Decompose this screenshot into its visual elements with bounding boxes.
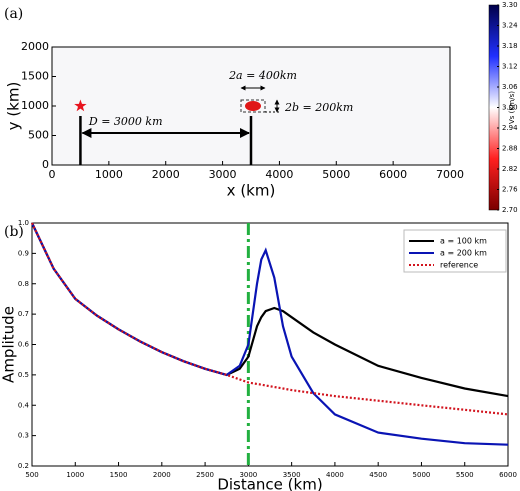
colorbar-tick-label: 3.12	[502, 63, 518, 71]
annotation: 2a = 400km	[228, 69, 297, 82]
y-tick-label: 1000	[21, 99, 49, 112]
y-tick-label: 0.2	[18, 462, 29, 470]
y-tick-label: 500	[28, 129, 49, 142]
colorbar-tick-label: 3.18	[502, 42, 518, 50]
y-tick-label: 0.6	[18, 341, 30, 349]
annotation: D = 3000 km	[88, 115, 163, 128]
x-tick-label: 2500	[196, 471, 214, 479]
colorbar-tick-label: 3.06	[502, 83, 518, 91]
x-tick-label: 6000	[499, 471, 517, 479]
series-line	[31, 222, 509, 416]
legend-label: a = 200 km	[440, 249, 487, 258]
y-tick-label: 0.5	[18, 371, 29, 379]
y-tick-label: 0.9	[18, 249, 29, 257]
y-tick-label: 2000	[21, 40, 49, 53]
colorbar-tick-label: 2.88	[502, 145, 518, 153]
colorbar-tick-label: 2.82	[502, 165, 518, 173]
x-tick-label: 1000	[95, 168, 123, 181]
x-tick-label: 4500	[369, 471, 387, 479]
x-tick-label: 3000	[239, 471, 257, 479]
y-tick-label: 0.7	[18, 310, 29, 318]
x-tick-label: 3000	[209, 168, 237, 181]
colorbar-tick-label: 3.24	[502, 22, 518, 30]
y-axis-label: Amplitude	[0, 306, 18, 383]
x-tick-label: 1500	[110, 471, 128, 479]
x-tick-label: 6000	[379, 168, 407, 181]
x-tick-label: 5000	[322, 168, 350, 181]
source-star	[74, 99, 87, 112]
legend-label: a = 100 km	[440, 237, 487, 246]
x-tick-label: 7000	[436, 168, 464, 181]
x-tick-label: 0	[49, 168, 56, 181]
panel-label: (a)	[4, 6, 23, 22]
x-tick-label: 4000	[265, 168, 293, 181]
anomaly-box	[240, 99, 266, 113]
x-tick-label: 3500	[283, 471, 301, 479]
x-tick-label: 5500	[456, 471, 474, 479]
colorbar-tick-label: 2.76	[502, 186, 518, 194]
y-tick-label: 0	[42, 158, 49, 171]
annotation: 2b = 200km	[284, 101, 353, 114]
colorbar-tick-label: 3.00	[502, 104, 518, 112]
x-tick-label: 4000	[326, 471, 344, 479]
x-tick-label: 2000	[153, 471, 171, 479]
x-tick-label: 1000	[66, 471, 84, 479]
y-tick-label: 0.3	[18, 432, 29, 440]
y-tick-label: 0.8	[18, 280, 29, 288]
y-tick-label: 0.4	[18, 401, 30, 409]
anomaly	[245, 101, 261, 111]
y-tick-label: 1500	[21, 70, 49, 83]
colorbar-label: Vs (km/s)	[508, 91, 516, 124]
x-tick-label: 5000	[413, 471, 431, 479]
colorbar-tick-label: 2.94	[502, 124, 518, 132]
y-tick-label: 1.0	[18, 219, 29, 227]
panel-label: (b)	[4, 224, 24, 240]
x-axis-label: x (km)	[227, 182, 276, 200]
x-tick-label: 2000	[152, 168, 180, 181]
y-axis-label: y (km)	[5, 82, 23, 131]
legend-label: reference	[440, 261, 478, 270]
x-tick-label: 500	[25, 471, 38, 479]
colorbar-tick-label: 3.30	[502, 1, 518, 9]
colorbar-tick-label: 2.70	[502, 206, 518, 214]
x-axis-label: Distance (km)	[217, 476, 322, 491]
